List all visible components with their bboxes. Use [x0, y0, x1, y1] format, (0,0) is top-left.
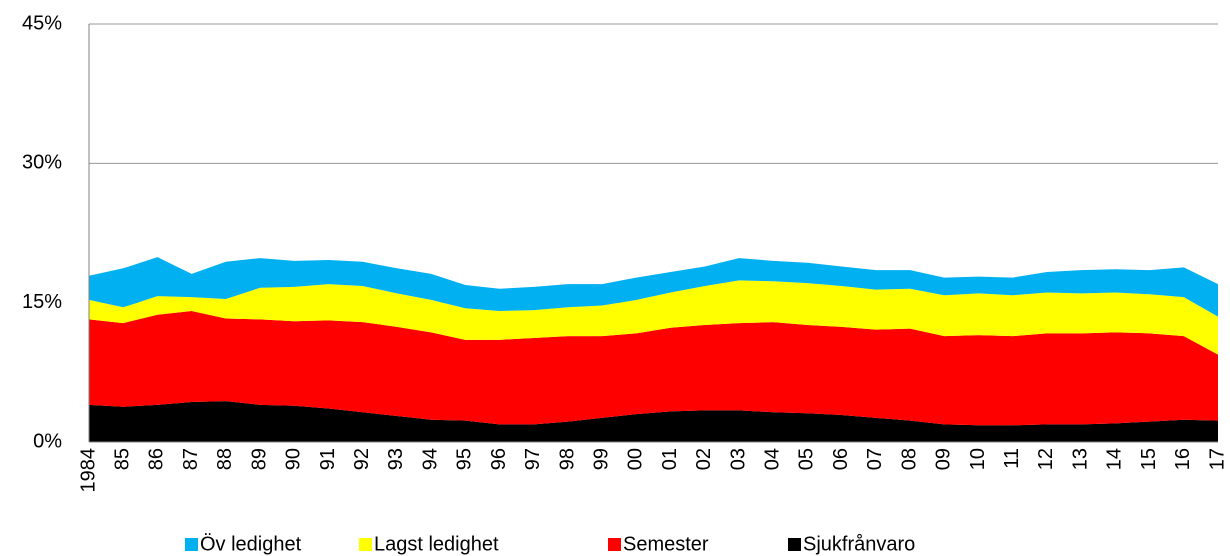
x-tick-label: 87	[180, 448, 202, 470]
x-tick-label: 01	[659, 448, 681, 470]
legend-swatch	[359, 538, 372, 551]
x-tick-label: 86	[146, 448, 168, 470]
y-tick-label: 15%	[22, 291, 62, 313]
x-tick-label: 85	[111, 448, 133, 470]
x-tick-label: 10	[967, 448, 989, 470]
x-tick-label: 06	[830, 448, 852, 470]
x-tick-label: 13	[1069, 448, 1091, 470]
y-tick-label: 0%	[33, 430, 62, 452]
x-tick-label: 99	[590, 448, 612, 470]
x-tick-label: 88	[214, 448, 236, 470]
x-tick-label: 09	[933, 448, 955, 470]
x-tick-label: 12	[1035, 448, 1057, 470]
x-tick-label: 02	[693, 448, 715, 470]
legend-swatch	[608, 538, 621, 551]
x-tick-label: 89	[248, 448, 270, 470]
legend-swatch	[185, 538, 198, 551]
x-tick-label: 03	[727, 448, 749, 470]
x-tick-label: 97	[522, 448, 544, 470]
legend-label: Öv ledighet	[200, 533, 302, 555]
x-tick-label: 95	[454, 448, 476, 470]
legend-swatch	[788, 538, 801, 551]
y-tick-label: 45%	[22, 12, 62, 34]
x-tick-label: 08	[898, 448, 920, 470]
x-tick-label: 16	[1172, 448, 1194, 470]
legend-label: Sjukfrånvaro	[803, 533, 915, 555]
x-tick-label: 07	[864, 448, 886, 470]
legend-label: Lagst ledighet	[374, 533, 499, 555]
y-tick-label: 30%	[22, 152, 62, 174]
x-tick-label: 15	[1138, 448, 1160, 470]
x-tick-label: 14	[1104, 448, 1126, 470]
x-tick-label: 00	[625, 448, 647, 470]
area	[89, 401, 1218, 442]
x-tick-label: 1984	[77, 448, 99, 493]
areas	[89, 257, 1218, 442]
axes: 0% 15% 30% 45% 1984 85 86 87 88 89 90 91 92 93 94 95 96 9…	[22, 12, 1228, 555]
x-tick-label: 96	[488, 448, 510, 470]
x-tick-label: 94	[419, 448, 441, 470]
x-tick-label: 05	[796, 448, 818, 470]
area	[89, 257, 1218, 317]
x-tick-label: 04	[762, 448, 784, 470]
x-tick-label: 92	[351, 448, 373, 470]
x-tick-label: 11	[1001, 448, 1023, 469]
x-tick-label: 17	[1206, 448, 1228, 470]
area	[89, 280, 1218, 355]
x-tick-label: 98	[556, 448, 578, 470]
x-tick-label: 93	[385, 448, 407, 470]
legend-label: Semester	[623, 533, 709, 555]
x-tick-label: 90	[283, 448, 305, 470]
area	[89, 311, 1218, 426]
x-tick-label: 91	[317, 448, 339, 470]
